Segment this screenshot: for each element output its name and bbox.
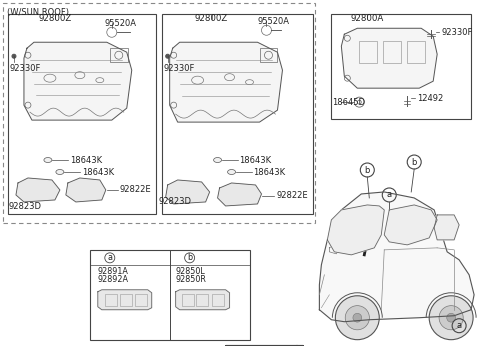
Text: 92800Z: 92800Z — [38, 14, 72, 23]
Text: 92330F: 92330F — [441, 28, 472, 37]
Text: 92850R: 92850R — [176, 275, 206, 284]
Text: 18643K: 18643K — [253, 167, 286, 176]
Bar — [90, 250, 250, 340]
Text: 12492: 12492 — [417, 94, 444, 103]
Text: a: a — [387, 190, 392, 199]
Bar — [407, 41, 425, 63]
Ellipse shape — [56, 170, 64, 174]
Text: a: a — [108, 253, 112, 262]
Bar — [383, 41, 401, 63]
Text: b: b — [187, 253, 192, 262]
Text: 92800Z: 92800Z — [195, 14, 228, 23]
Bar — [135, 294, 147, 306]
Polygon shape — [176, 290, 229, 310]
Polygon shape — [98, 290, 152, 310]
Bar — [196, 294, 208, 306]
Text: b: b — [411, 157, 417, 166]
Ellipse shape — [44, 157, 52, 163]
Bar — [212, 294, 224, 306]
Text: 92891A: 92891A — [98, 267, 129, 276]
Circle shape — [429, 296, 473, 340]
Text: 92822E: 92822E — [276, 191, 308, 200]
Text: 92850L: 92850L — [176, 267, 205, 276]
Bar — [110, 48, 128, 62]
Circle shape — [345, 306, 370, 330]
Circle shape — [353, 313, 362, 322]
Polygon shape — [217, 183, 262, 206]
Bar — [260, 48, 277, 62]
Circle shape — [166, 54, 169, 58]
Text: 92892A: 92892A — [98, 275, 129, 284]
Polygon shape — [169, 42, 282, 122]
Polygon shape — [369, 215, 377, 230]
Bar — [331, 14, 471, 119]
Polygon shape — [66, 178, 106, 202]
Polygon shape — [16, 178, 60, 202]
Text: 92800A: 92800A — [351, 14, 384, 23]
Text: 18643K: 18643K — [240, 155, 272, 165]
Polygon shape — [24, 42, 132, 120]
Circle shape — [447, 313, 456, 322]
Text: b: b — [365, 165, 370, 174]
Text: 92330F: 92330F — [164, 64, 195, 73]
Circle shape — [12, 54, 16, 58]
Bar — [181, 294, 193, 306]
Bar — [3, 3, 315, 223]
Text: 92330F: 92330F — [10, 64, 41, 73]
Text: (W/SUN ROOF): (W/SUN ROOF) — [7, 8, 69, 17]
Text: a: a — [456, 321, 462, 330]
Text: 92822E: 92822E — [120, 185, 151, 194]
Polygon shape — [319, 192, 474, 322]
Bar — [105, 294, 117, 306]
Bar — [360, 41, 377, 63]
Text: 95520A: 95520A — [105, 19, 137, 28]
Ellipse shape — [214, 157, 222, 163]
Polygon shape — [434, 215, 459, 240]
Polygon shape — [166, 180, 210, 204]
Text: 18643K: 18643K — [70, 155, 102, 165]
Polygon shape — [384, 205, 437, 245]
Circle shape — [336, 296, 379, 340]
Text: 95520A: 95520A — [257, 17, 289, 26]
Bar — [120, 294, 132, 306]
Bar — [162, 14, 313, 214]
Polygon shape — [327, 205, 384, 255]
Bar — [8, 14, 156, 214]
Text: 92823D: 92823D — [159, 198, 192, 207]
Ellipse shape — [228, 170, 236, 174]
Circle shape — [439, 306, 463, 330]
Text: 92823D: 92823D — [9, 202, 42, 211]
Text: 18645D: 18645D — [332, 98, 365, 107]
Text: 18643K: 18643K — [82, 167, 114, 176]
Polygon shape — [341, 28, 437, 88]
